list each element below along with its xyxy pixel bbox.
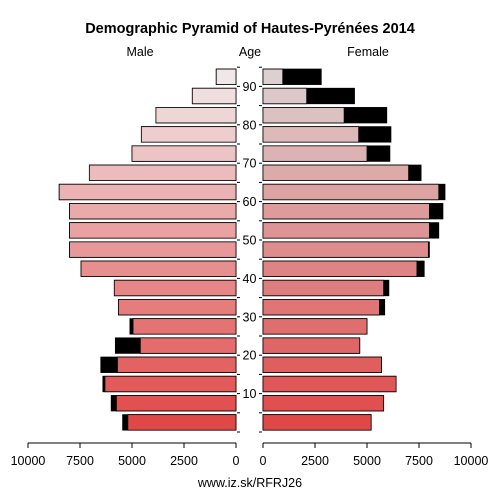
female-bar (262, 414, 372, 431)
female-bar (262, 337, 361, 354)
male-bar (127, 414, 237, 431)
age-axis: 10 20 30 40 50 60 70 80 90 (237, 66, 262, 433)
female-bar (262, 318, 368, 335)
male-bars (58, 68, 237, 431)
age-tick-label: 10 (243, 387, 257, 401)
male-bar (113, 279, 237, 297)
female-bar (262, 375, 397, 393)
male-bar (140, 126, 237, 143)
female-bar (262, 126, 360, 143)
chart-title: Demographic Pyramid of Hautes-Pyrénées 2… (85, 21, 415, 37)
male-x-tick-label: 2500 (170, 454, 198, 468)
age-tick-label: 60 (243, 195, 257, 209)
age-tick-label: 90 (243, 80, 257, 94)
female-bar (262, 356, 382, 373)
male-bar (118, 299, 237, 316)
male-bar (139, 337, 237, 354)
male-bar (155, 107, 237, 124)
female-bar (262, 241, 429, 258)
female-x-tick-label: 5000 (353, 454, 381, 468)
male-x-tick-label: 10000 (11, 454, 46, 468)
male-x-tick-label: 5000 (118, 454, 146, 468)
female-bar (262, 279, 385, 297)
age-tick-label: 40 (243, 272, 257, 286)
male-bar (80, 260, 237, 277)
male-bar (215, 68, 237, 85)
female-bar (262, 395, 385, 412)
male-bar (88, 164, 237, 181)
male-bar (131, 145, 237, 162)
male-bar (58, 183, 237, 201)
age-tick-label: 70 (243, 157, 257, 171)
age-tick-label: 20 (243, 349, 257, 363)
female-bar (262, 183, 440, 201)
male-bar (69, 203, 237, 220)
age-tick-label: 30 (243, 310, 257, 324)
male-bar (116, 395, 237, 412)
age-tick-label: 80 (243, 118, 257, 132)
female-bar (262, 299, 380, 316)
female-bar (262, 87, 308, 105)
male-bar (191, 87, 237, 105)
female-x-tick-label: 10000 (454, 454, 489, 468)
male-bar (69, 241, 237, 258)
male-x-tick-label: 0 (233, 454, 240, 468)
male-label: Male (126, 45, 153, 59)
female-bar (262, 145, 368, 162)
source-text: www.iz.sk/RFRJ26 (197, 476, 302, 490)
female-x-tick-label: 7500 (405, 454, 433, 468)
female-bars (262, 68, 446, 431)
male-bar (104, 375, 237, 393)
female-bar (262, 68, 284, 85)
female-x-tick-label: 2500 (301, 454, 329, 468)
age-tick-label: 50 (243, 234, 257, 248)
male-bar (69, 222, 237, 239)
male-x-tick-label: 7500 (66, 454, 94, 468)
female-bar (262, 203, 430, 220)
female-bar (262, 107, 345, 124)
female-bar (262, 222, 430, 239)
male-bar (132, 318, 237, 335)
x-axes: 10000 7500 5000 2500 0 0 2500 5000 7500 10000 (11, 442, 489, 468)
age-label: Age (239, 45, 261, 59)
female-bar (262, 260, 418, 277)
female-label: Female (347, 45, 389, 59)
female-bar (262, 164, 410, 181)
female-x-tick-label: 0 (260, 454, 267, 468)
male-bar (117, 356, 237, 373)
